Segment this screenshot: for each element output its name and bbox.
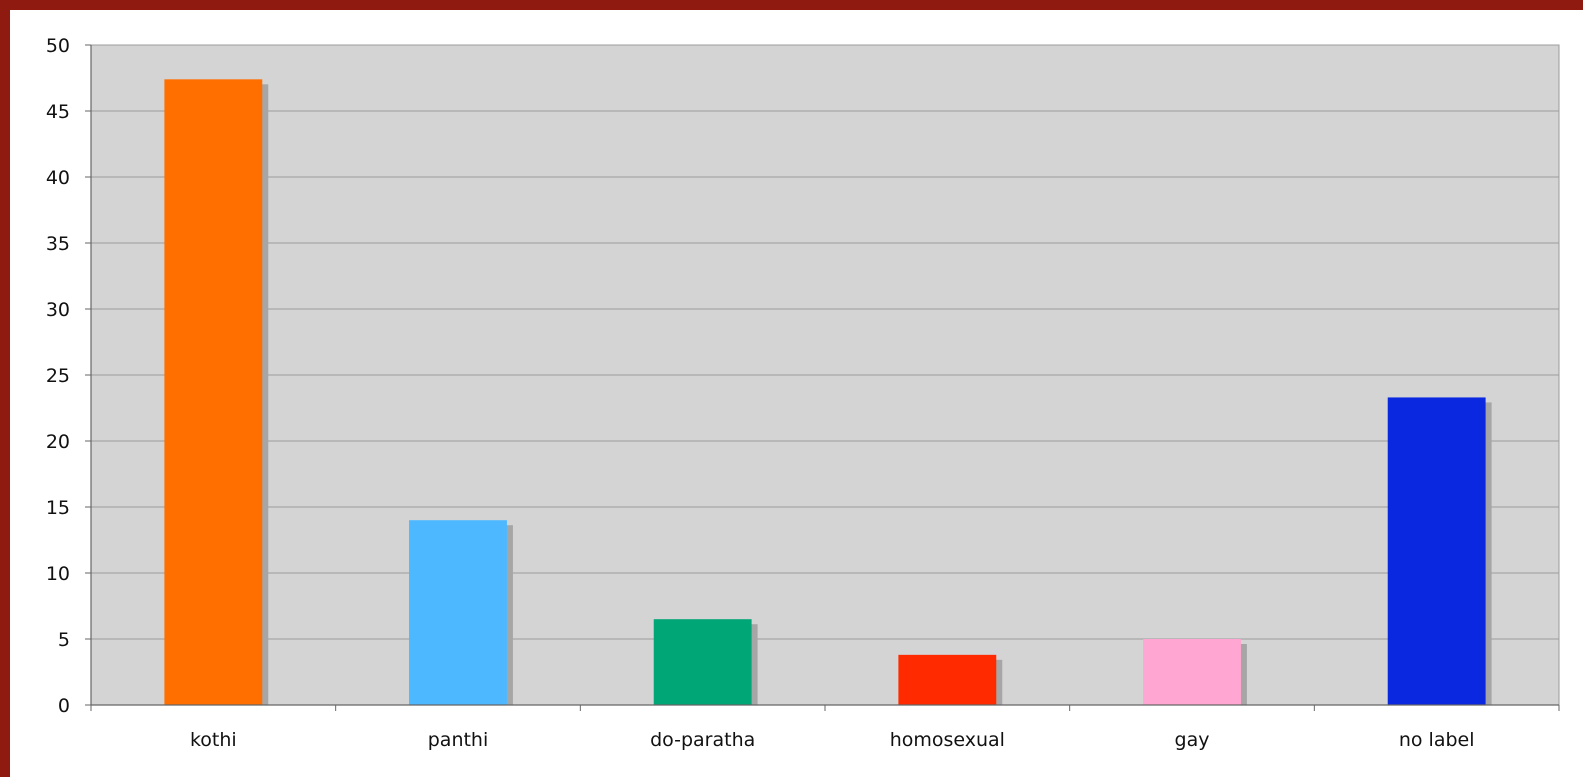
y-tick-label: 0 [58, 695, 70, 717]
chart-frame: 0 5 10 15 20 25 30 35 40 45 50 kothi panthi do-parat… [10, 10, 1583, 777]
y-tick-label: 25 [46, 365, 70, 387]
x-tick-label: homosexual [890, 729, 1005, 751]
gridlines [91, 44, 1559, 640]
axes [85, 44, 1560, 711]
y-tick-label: 45 [46, 101, 70, 123]
y-axis-tick-labels: 0 5 10 15 20 25 30 35 40 45 50 [46, 35, 70, 717]
x-tick-label: panthi [428, 729, 489, 751]
bar-do-paratha [653, 619, 752, 705]
x-tick-label: kothi [190, 729, 237, 751]
y-tick-label: 30 [46, 299, 70, 321]
bar-kothi [164, 79, 263, 705]
bar-no-label [1387, 397, 1486, 705]
y-tick-label: 50 [46, 35, 70, 57]
bars [164, 79, 1486, 705]
bar-chart: 0 5 10 15 20 25 30 35 40 45 50 kothi panthi do-parat… [46, 35, 1560, 751]
bar-gay [1143, 639, 1241, 705]
y-tick-label: 10 [46, 563, 70, 585]
y-tick-label: 20 [46, 431, 70, 453]
y-tick-label: 15 [46, 497, 70, 519]
y-tick-label: 5 [58, 629, 70, 651]
bar-panthi [409, 520, 507, 705]
bar-homosexual [898, 654, 997, 705]
x-axis-tick-labels: kothi panthi do-paratha homosexual gay no lab… [190, 729, 1475, 751]
x-tick-label: no label [1399, 729, 1475, 751]
x-tick-label: do-paratha [650, 729, 755, 751]
x-tick-label: gay [1175, 729, 1210, 751]
y-tick-label: 35 [46, 233, 70, 255]
y-tick-label: 40 [46, 167, 70, 189]
